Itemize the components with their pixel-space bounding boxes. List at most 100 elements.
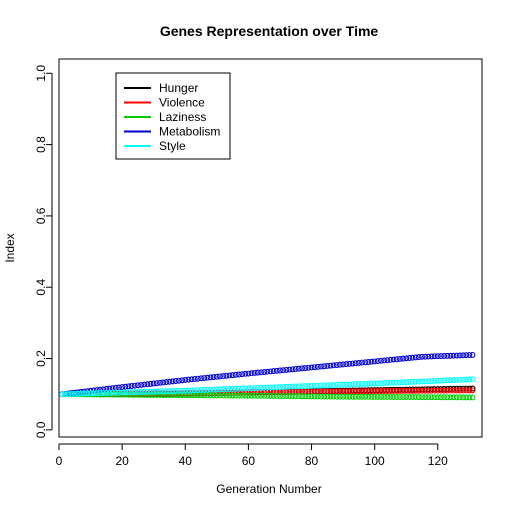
data-point: [59, 391, 66, 398]
data-point: [131, 382, 138, 389]
data-point: [333, 381, 340, 388]
data-point: [157, 388, 163, 395]
data-point: [248, 389, 255, 396]
data-point: [78, 390, 85, 397]
data-point: [163, 392, 170, 398]
data-point: [406, 387, 413, 394]
data-point: [444, 387, 451, 394]
data-point: [258, 384, 264, 391]
data-point: [286, 393, 293, 400]
data-point: [220, 373, 227, 380]
data-point: [453, 352, 460, 359]
data-point: [302, 383, 309, 390]
data-point: [362, 393, 369, 400]
data-point: [311, 393, 318, 400]
data-point: [343, 361, 350, 368]
data-point: [176, 377, 182, 384]
data-point: [469, 352, 476, 358]
data-point: [390, 379, 397, 386]
data-point: [374, 388, 381, 395]
data-point: [264, 384, 271, 391]
data-point: [460, 376, 467, 383]
data-point: [169, 378, 176, 385]
data-point: [321, 382, 328, 389]
data-point: [299, 393, 306, 400]
data-point: [355, 388, 362, 395]
data-point: [217, 392, 223, 399]
data-point: [125, 383, 132, 390]
data-point: [365, 380, 372, 387]
data-point: [327, 382, 334, 389]
data-point: [295, 365, 302, 372]
data-point: [318, 393, 324, 400]
data-point: [415, 378, 422, 385]
data-point: [242, 392, 249, 399]
data-point: [333, 393, 340, 400]
axes: 0 20 40 60 80 100 120 0.0 0.2 0.4 0.6 0.8 1.0: [34, 65, 448, 468]
data-point: [254, 384, 261, 391]
data-point: [441, 394, 448, 401]
data-point: [147, 388, 154, 395]
data-point: [207, 392, 214, 399]
data-point: [283, 366, 290, 373]
data-point: [412, 354, 419, 361]
data-point: [453, 394, 460, 401]
data-point: [169, 388, 176, 394]
data-point: [400, 379, 407, 386]
data-point: [204, 392, 211, 399]
data-point: [400, 355, 407, 362]
data-point: [289, 366, 296, 373]
data-point: [235, 392, 242, 399]
data-point: [428, 394, 435, 401]
data-point: [393, 379, 400, 386]
data-point: [232, 389, 239, 396]
data-point: [460, 394, 467, 401]
data-point: [337, 381, 343, 388]
data-point: [384, 388, 391, 394]
data-point: [191, 387, 198, 394]
data-point: [434, 387, 441, 394]
data-point: [324, 363, 331, 369]
data-point: [166, 378, 173, 385]
data-point: [469, 394, 476, 401]
data-point: [463, 387, 470, 394]
data-point: [352, 360, 359, 367]
data-point: [210, 374, 217, 380]
data-point: [245, 392, 252, 399]
data-point: [463, 376, 470, 383]
x-tick-label: 120: [428, 454, 448, 468]
data-point: [419, 394, 425, 401]
data-point: [365, 388, 372, 395]
data-point: [456, 352, 463, 359]
x-tick-label: 100: [365, 454, 385, 468]
data-point: [138, 388, 145, 395]
data-point: [409, 387, 416, 394]
data-point: [456, 387, 463, 394]
data-point: [412, 387, 419, 394]
data-point: [226, 392, 233, 399]
data-point: [270, 384, 277, 391]
data-point: [150, 380, 157, 387]
data-point: [273, 384, 280, 391]
data-point: [283, 393, 290, 400]
data-point: [447, 394, 454, 401]
data-point: [182, 376, 189, 383]
data-point: [359, 393, 365, 400]
data-point: [74, 390, 81, 397]
data-point: [213, 392, 220, 399]
data-point: [374, 393, 381, 400]
data-point: [201, 375, 208, 381]
data-point: [381, 393, 388, 400]
data-point: [254, 392, 261, 399]
data-point: [65, 391, 72, 397]
data-point: [359, 388, 365, 395]
data-point: [431, 353, 438, 360]
data-point: [277, 393, 283, 399]
x-tick-label: 40: [179, 454, 193, 468]
data-point: [321, 393, 328, 400]
data-point: [280, 384, 287, 390]
data-point: [305, 393, 312, 400]
data-point: [188, 387, 195, 394]
data-point: [160, 392, 167, 398]
data-point: [201, 392, 208, 399]
